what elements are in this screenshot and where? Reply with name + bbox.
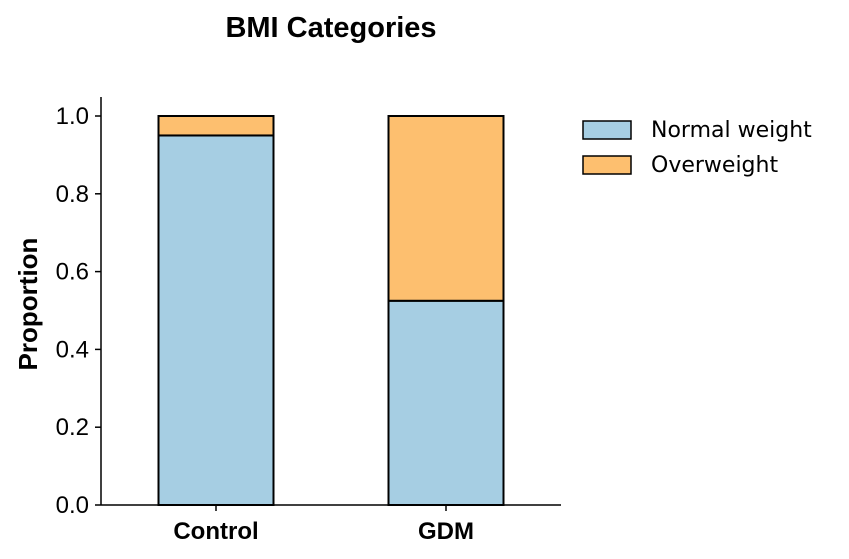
- y-tick-label: 0.2: [56, 414, 89, 441]
- legend-label: Overweight: [651, 153, 778, 178]
- y-tick-label: 1.0: [56, 103, 89, 130]
- y-tick-label: 0.0: [56, 492, 89, 519]
- bar-gdm-normal-weight: [387, 299, 505, 506]
- y-tick-label: 0.8: [56, 181, 89, 208]
- legend-label: Normal weight: [651, 118, 812, 143]
- bar-gdm-overweight: [387, 115, 505, 302]
- y-tick-label: 0.4: [56, 336, 89, 363]
- bar-control-normal-weight: [157, 134, 275, 506]
- x-tick-label: Control: [173, 518, 258, 545]
- legend: Normal weight Overweight: [582, 118, 812, 178]
- y-tick-label: 0.6: [56, 259, 89, 286]
- plot-area: 0.0 0.2 0.4 0.6 0.8 1.0 Control GDM: [56, 97, 561, 545]
- chart-title: BMI Categories: [225, 12, 436, 44]
- bar-control-overweight: [157, 115, 275, 137]
- legend-swatch: [582, 155, 632, 175]
- legend-swatch: [582, 120, 632, 140]
- x-tick-label: GDM: [418, 518, 474, 545]
- y-axis-label: Proportion: [13, 238, 43, 371]
